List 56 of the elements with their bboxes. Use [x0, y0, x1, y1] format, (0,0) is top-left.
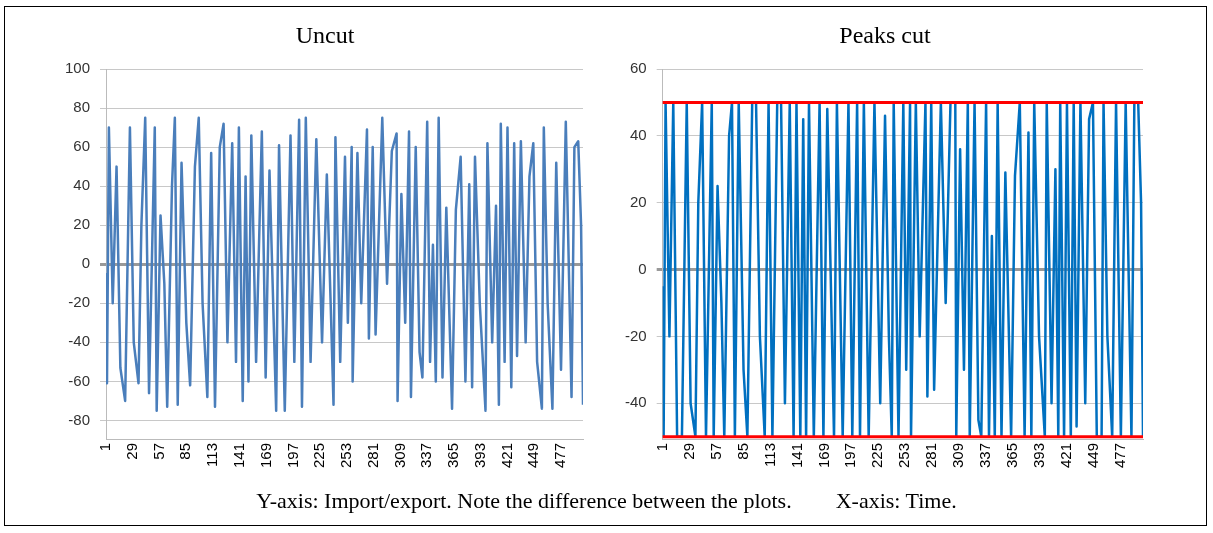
x-tick-label: 253 [337, 442, 355, 468]
y-tick-label: 60 [629, 59, 647, 77]
y-tick-label: 0 [638, 259, 647, 277]
x-tick-label: 477 [1111, 442, 1128, 468]
x-tick-label: 85 [176, 442, 194, 460]
x-tick-label: 281 [922, 442, 940, 468]
x-tick-label: 309 [390, 442, 408, 468]
y-tick-label: 60 [73, 137, 91, 155]
x-tick-label: 1 [96, 442, 114, 452]
y-tick-label: 40 [73, 176, 91, 194]
x-tick-label: 421 [1057, 442, 1075, 468]
x-tick-label: 337 [976, 442, 994, 468]
y-tick-label: 0 [81, 254, 91, 272]
x-tick-label: 169 [256, 442, 274, 468]
x-tick-label: 337 [417, 442, 435, 468]
x-tick-label: 197 [283, 442, 301, 468]
x-tick-label: 281 [363, 442, 381, 468]
x-tick-label: 57 [149, 442, 167, 460]
y-tick-label: -40 [68, 332, 91, 350]
x-tick-label: 365 [444, 442, 462, 468]
y-tick-label: 20 [73, 215, 91, 233]
chart-title: Peaks cut [838, 21, 932, 50]
x-tick-label: 393 [470, 442, 488, 468]
x-tick-label: 309 [949, 442, 967, 468]
x-tick-label: 253 [895, 442, 913, 468]
x-tick-label: 197 [841, 442, 859, 468]
x-tick-label: 225 [310, 442, 328, 468]
y-tick-label: -60 [68, 371, 91, 389]
y-tick-label: 80 [73, 98, 91, 116]
x-tick-label: 1 [652, 442, 670, 452]
x-tick-label: 421 [497, 442, 515, 468]
x-tick-label: 29 [679, 442, 697, 460]
x-tick-label: 169 [814, 442, 832, 468]
text: Y-axis: Import/export. Note the difference between the plots. [256, 488, 792, 513]
x-tick-label: 365 [1003, 442, 1021, 468]
x-tick-label: 141 [787, 442, 805, 468]
x-tick-label: 113 [203, 442, 221, 467]
x-tick-label: 225 [868, 442, 886, 468]
y-tick-label: 100 [65, 59, 91, 77]
x-tick-label: 57 [706, 442, 724, 460]
x-tick-label: 85 [733, 442, 751, 460]
text: X-axis: Time. [835, 488, 957, 513]
chart-title: Uncut [294, 21, 356, 50]
x-tick-label: 113 [760, 442, 778, 467]
y-tick-label: 20 [629, 192, 647, 210]
y-tick-label: 40 [629, 125, 647, 143]
y-tick-label: -40 [624, 393, 647, 411]
x-tick-label: 141 [229, 442, 247, 468]
x-tick-label: 477 [551, 442, 569, 468]
y-tick-label: -80 [68, 410, 91, 428]
x-tick-label: 29 [122, 442, 140, 460]
y-tick-label: -20 [68, 293, 91, 311]
x-tick-label: 449 [524, 442, 542, 468]
x-tick-label: 393 [1030, 442, 1048, 468]
x-tick-label: 449 [1084, 442, 1102, 468]
y-tick-label: -20 [624, 326, 647, 344]
